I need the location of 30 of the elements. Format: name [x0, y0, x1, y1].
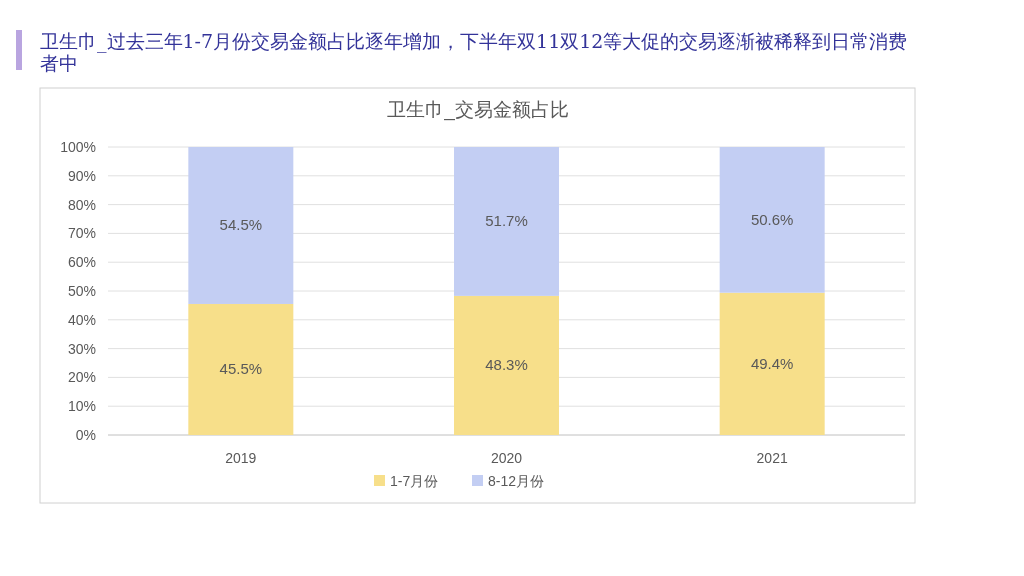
data-label: 48.3%	[485, 356, 528, 374]
legend-label: 1-7月份	[390, 473, 439, 489]
bar	[719, 292, 825, 435]
y-tick-label: 20%	[67, 369, 96, 386]
x-tick-label: 2019	[225, 450, 257, 466]
x-tick-label: 2020	[490, 450, 523, 466]
bar	[719, 147, 825, 293]
y-tick-label: 50%	[67, 283, 96, 299]
y-tick-label: 80%	[67, 196, 96, 213]
y-tick-label: 0%	[75, 427, 96, 443]
y-tick-label: 10%	[67, 398, 96, 415]
data-label: 49.4%	[750, 354, 794, 372]
data-label: 45.5%	[219, 360, 263, 378]
y-tick-label: 30%	[67, 340, 96, 357]
x-tick-label: 2021	[756, 450, 788, 466]
bar	[454, 147, 559, 296]
bar	[188, 147, 294, 304]
bar	[454, 295, 559, 435]
chart-subtitle: 卫生巾_交易金额占比	[387, 99, 569, 121]
y-tick-label: 100%	[60, 139, 96, 155]
y-tick-label: 40%	[67, 311, 96, 328]
data-label: 51.7%	[485, 212, 528, 230]
data-label: 50.6%	[750, 210, 794, 228]
bar	[188, 303, 294, 435]
chart-title: 卫生巾_过去三年1-7月份交易金额占比逐年增加，下半年双11双12等大促的交易逐渐被稀释到日常消费者中	[40, 30, 909, 74]
legend-label: 8-12月份	[488, 473, 545, 489]
data-label: 54.5%	[219, 216, 263, 234]
y-tick-label: 90%	[67, 167, 96, 184]
y-tick-label: 60%	[67, 254, 96, 271]
y-tick-label: 70%	[67, 225, 96, 242]
